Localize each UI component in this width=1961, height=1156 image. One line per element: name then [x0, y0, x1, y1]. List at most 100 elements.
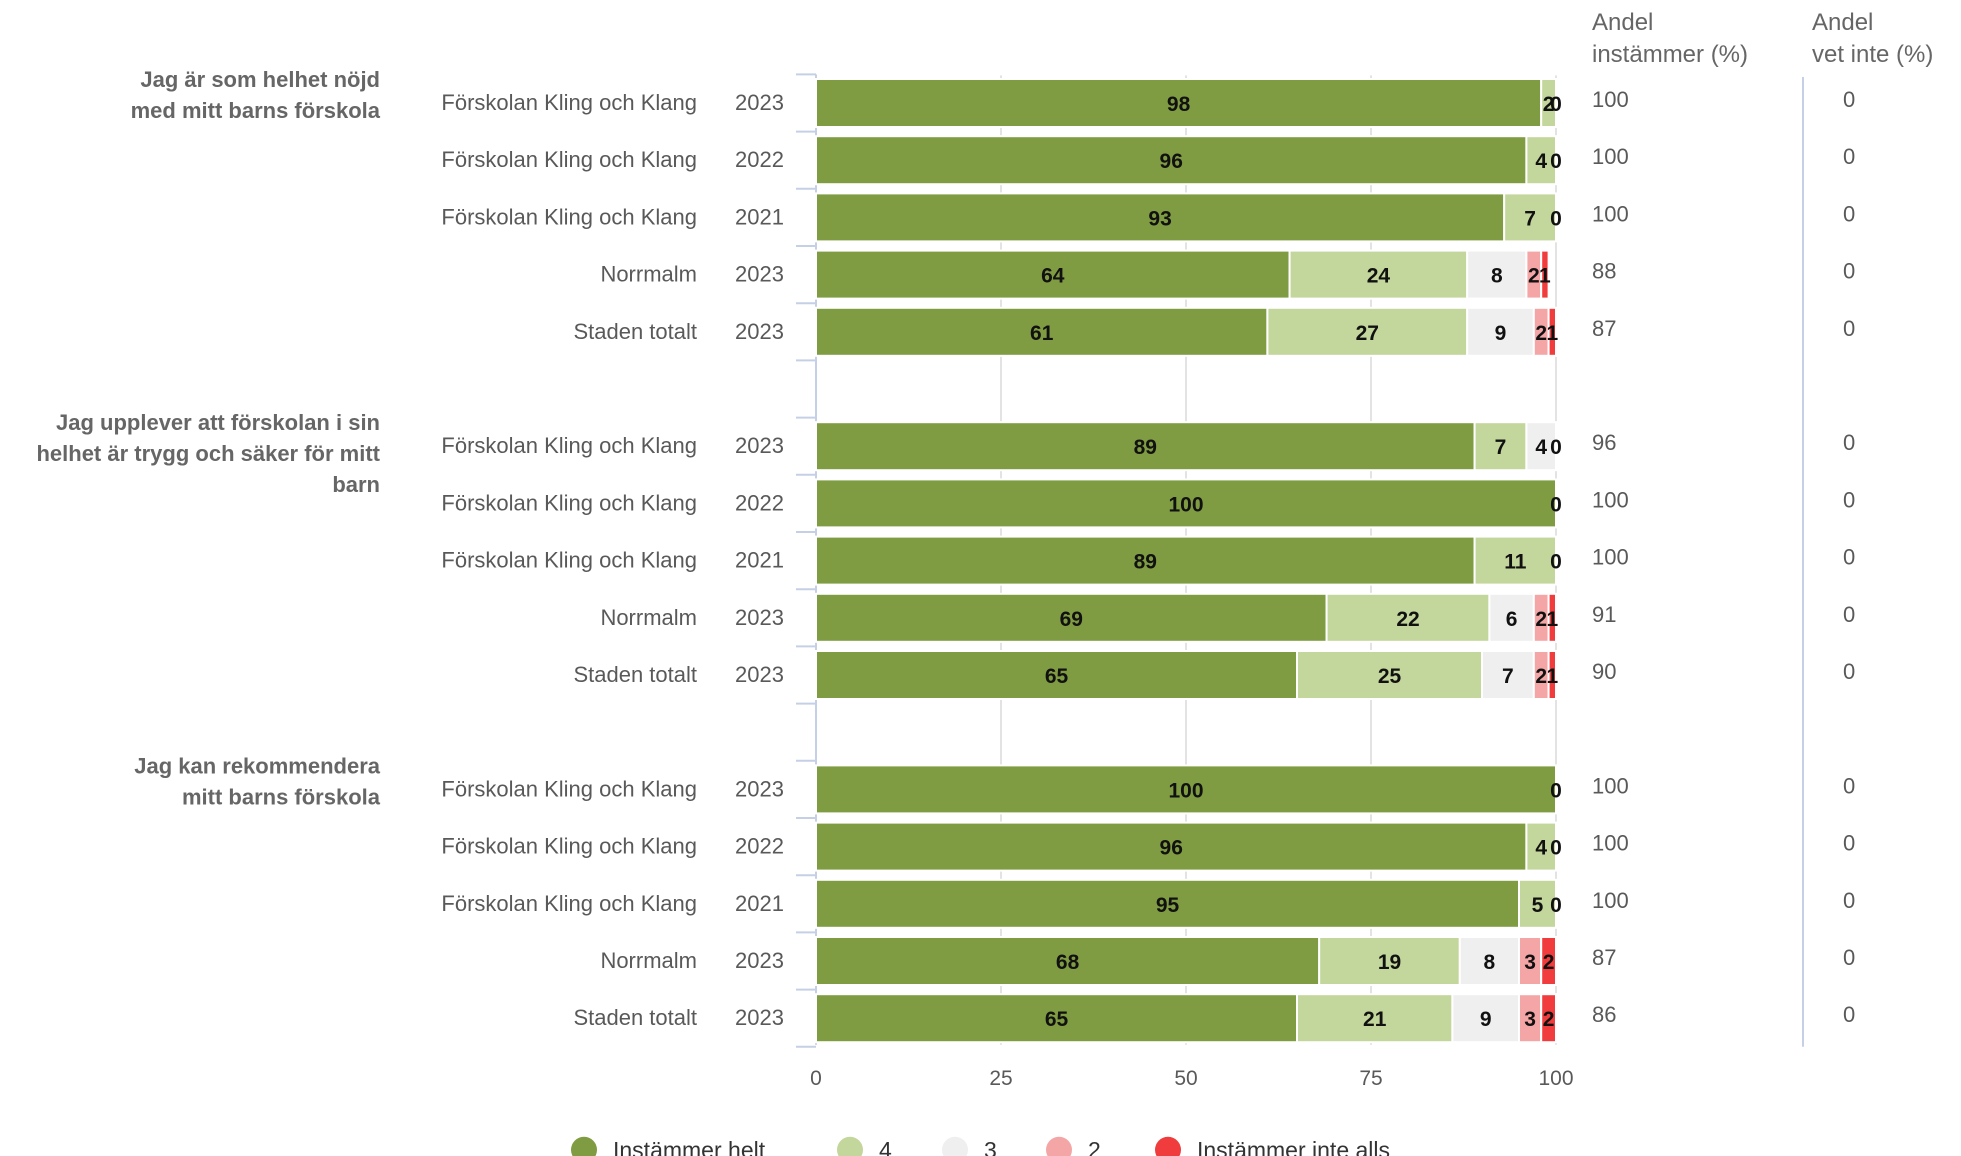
row-label: Norrmalm: [600, 605, 697, 630]
data-label: 7: [1495, 436, 1507, 459]
data-label: 65: [1045, 665, 1069, 688]
data-label: 9: [1495, 322, 1507, 345]
row-year: 2023: [735, 662, 784, 687]
row-year: 2022: [735, 490, 784, 515]
agree-percent: 100: [1592, 773, 1629, 798]
data-label: 1: [1539, 265, 1551, 288]
row-year: 2023: [735, 605, 784, 630]
row-label: Staden totalt: [573, 662, 697, 687]
x-tick-label: 0: [810, 1067, 822, 1090]
bar-segment: [815, 821, 1528, 872]
legend-marker: [942, 1136, 968, 1156]
data-label: 96: [1160, 150, 1183, 173]
data-label: 65: [1045, 1008, 1069, 1031]
agree-percent: 96: [1592, 430, 1616, 455]
data-label: 2: [1528, 265, 1540, 288]
bar-segment: [1481, 650, 1535, 700]
data-label: 64: [1041, 265, 1065, 288]
column-header-line2: instämmer (%): [1592, 41, 1748, 68]
x-tick-label: 25: [989, 1067, 1012, 1090]
row-label: Förskolan Kling och Klang: [441, 490, 697, 515]
data-label: 0: [1550, 551, 1562, 574]
row-label: Förskolan Kling och Klang: [441, 90, 697, 115]
agree-percent: 86: [1592, 1002, 1616, 1027]
data-label: 9: [1480, 1008, 1492, 1031]
question-label: barn: [332, 472, 380, 497]
agree-percent: 90: [1592, 659, 1616, 684]
row-year: 2023: [735, 776, 784, 801]
bar-segment: [1296, 993, 1454, 1044]
dont-know-percent: 0: [1843, 87, 1855, 112]
legend-label: Instämmer inte alls: [1197, 1137, 1390, 1156]
row-year: 2023: [735, 262, 784, 287]
bar-segment: [1525, 421, 1558, 472]
dont-know-percent: 0: [1843, 831, 1855, 856]
bar-segment: [815, 535, 1476, 586]
data-label: 21: [1363, 1008, 1387, 1031]
dont-know-percent: 0: [1843, 201, 1855, 226]
agree-percent: 100: [1592, 545, 1629, 570]
data-label: 1: [1546, 608, 1558, 631]
row-year: 2021: [735, 548, 784, 573]
bar-segment: [1296, 650, 1483, 700]
data-label: 100: [1168, 779, 1203, 802]
data-label: 89: [1134, 551, 1157, 574]
data-label: 2: [1535, 608, 1547, 631]
dont-know-percent: 0: [1843, 1002, 1855, 1027]
dont-know-percent: 0: [1843, 602, 1855, 627]
bar-segment: [1318, 936, 1461, 986]
dont-know-percent: 0: [1843, 888, 1855, 913]
bar-segment: [815, 764, 1557, 815]
data-label: 2: [1535, 665, 1547, 688]
bar-segment: [815, 478, 1557, 529]
column-header-line1: Andel: [1812, 9, 1873, 36]
data-label: 4: [1535, 837, 1547, 860]
question-label: Jag är som helhet nöjd: [140, 67, 380, 92]
data-label: 0: [1550, 837, 1562, 860]
legend-marker: [571, 1136, 597, 1156]
dont-know-percent: 0: [1843, 316, 1855, 341]
data-label: 0: [1550, 894, 1562, 917]
bar-segment: [1540, 936, 1557, 986]
row-year: 2022: [735, 147, 784, 172]
row-label: Förskolan Kling och Klang: [441, 891, 697, 916]
bar-segment: [815, 78, 1543, 128]
bar-segment: [815, 878, 1520, 929]
bar-segment: [1547, 592, 1557, 643]
data-label: 95: [1156, 894, 1180, 917]
row-year: 2022: [735, 834, 784, 859]
dont-know-percent: 0: [1843, 259, 1855, 284]
question-label: helhet är trygg och säker för mitt: [36, 441, 380, 466]
row-label: Norrmalm: [600, 948, 697, 973]
data-label: 6: [1506, 608, 1518, 631]
data-label: 61: [1030, 322, 1054, 345]
bar-segment: [1466, 306, 1535, 357]
data-label: 8: [1484, 951, 1496, 974]
bar-segment: [1458, 936, 1521, 986]
column-header-line1: Andel: [1592, 9, 1653, 36]
bar-segment: [1540, 249, 1550, 300]
bar-segment: [815, 192, 1506, 243]
bar-segment: [1525, 135, 1558, 186]
data-label: 2: [1543, 93, 1555, 116]
dont-know-percent: 0: [1843, 144, 1855, 169]
bar-segment: [1540, 78, 1557, 128]
legend-label: 2: [1088, 1137, 1101, 1156]
data-label: 0: [1550, 493, 1562, 516]
bar-segment: [1325, 592, 1491, 643]
data-label: 0: [1550, 150, 1562, 173]
row-year: 2023: [735, 90, 784, 115]
data-label: 4: [1535, 150, 1547, 173]
bar-segment: [1503, 192, 1557, 243]
data-label: 0: [1550, 779, 1562, 802]
bar-segment: [1547, 650, 1557, 700]
data-label: 2: [1543, 1008, 1555, 1031]
agree-percent: 88: [1592, 259, 1616, 284]
x-tick-label: 100: [1538, 1067, 1573, 1090]
bar-segment: [1540, 993, 1557, 1044]
bar-segment: [1288, 249, 1469, 300]
legend-marker: [837, 1136, 863, 1156]
agree-percent: 100: [1592, 487, 1629, 512]
data-label: 8: [1491, 265, 1503, 288]
data-label: 0: [1550, 93, 1562, 116]
